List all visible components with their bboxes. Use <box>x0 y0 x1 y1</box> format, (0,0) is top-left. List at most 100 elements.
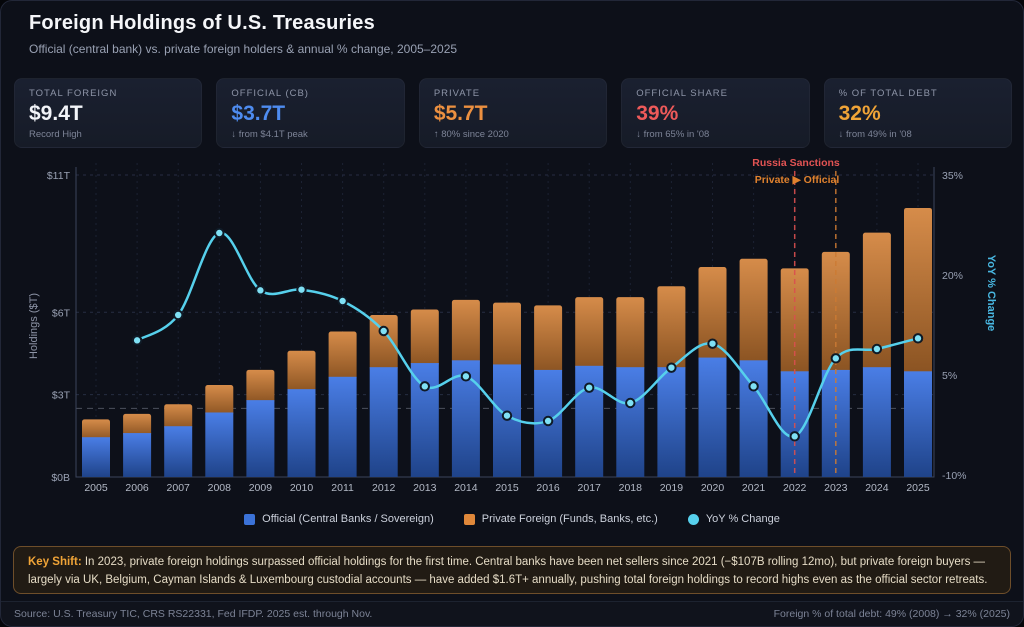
x-tick-2018: 2018 <box>619 482 643 494</box>
bar-private-2010[interactable] <box>287 350 316 393</box>
legend-item-private-foreign-funds-banks-etc[interactable]: Private Foreign (Funds, Banks, etc.) <box>463 513 658 525</box>
bar-private-2023[interactable] <box>821 251 850 373</box>
kpi-label: OFFICIAL (CB) <box>231 88 309 99</box>
kpi-subtext: Record High <box>29 129 82 140</box>
key-shift-text: In 2023, private foreign holdings surpas… <box>28 556 988 586</box>
kpi-value: $3.7T <box>231 102 286 125</box>
annotation-label-2023: Private ▶ Official <box>755 174 840 186</box>
x-tick-2022: 2022 <box>783 482 807 494</box>
legend-item-official-central-banks-sovereign[interactable]: Official (Central Banks / Sovereign) <box>244 513 434 525</box>
bar-private-2018[interactable] <box>616 297 645 371</box>
kpi-subtext: ↑ 80% since 2020 <box>433 129 509 140</box>
yoy-point-2017[interactable] <box>584 382 595 393</box>
yoy-point-2009[interactable] <box>255 285 266 296</box>
chart-legend: Official (Central Banks / Sovereign) Priv… <box>1 513 1023 525</box>
x-tick-2007: 2007 <box>167 482 191 494</box>
x-tick-2016: 2016 <box>536 482 560 494</box>
yoy-point-2008[interactable] <box>214 227 225 239</box>
bar-official-2019[interactable] <box>657 367 686 477</box>
bar-official-2011[interactable] <box>328 376 357 477</box>
yoy-point-2020[interactable] <box>707 338 718 349</box>
bar-official-2008[interactable] <box>205 412 234 477</box>
bar-private-2012[interactable] <box>369 315 398 371</box>
kpi-card-official-share: OFFICIAL SHARE 39% ↓ from 65% in '08 <box>621 78 810 148</box>
bar-official-2010[interactable] <box>287 389 316 477</box>
yoy-point-2021[interactable] <box>748 381 759 392</box>
yoy-point-2023[interactable] <box>830 353 841 364</box>
bar-official-2012[interactable] <box>369 367 398 477</box>
yoy-point-2006[interactable] <box>131 335 143 346</box>
bar-private-2017[interactable] <box>575 297 604 369</box>
legend-item-yoy-change[interactable]: YoY % Change <box>687 513 780 525</box>
kpi-value: 32% <box>838 102 881 125</box>
annotation-label-2022: Russia Sanctions <box>752 157 840 169</box>
bar-private-2014[interactable] <box>451 299 480 364</box>
y2-axis-title: YoY % Change <box>985 255 997 332</box>
yoy-point-2007[interactable] <box>173 309 184 321</box>
kpi-card--of-total-debt: % OF TOTAL DEBT 32% ↓ from 49% in '08 <box>823 78 1013 148</box>
yoy-point-2022[interactable] <box>789 431 800 442</box>
bar-private-2015[interactable] <box>493 302 521 368</box>
yoy-point-2018[interactable] <box>625 397 636 409</box>
yoy-point-2013[interactable] <box>419 381 430 392</box>
legend-swatch <box>244 513 256 525</box>
legend-label: YoY % Change <box>705 513 780 525</box>
legend-label: Private Foreign (Funds, Banks, etc.) <box>481 513 658 525</box>
yoy-point-2012[interactable] <box>378 325 389 337</box>
yoy-point-2015[interactable] <box>501 410 513 421</box>
kpi-label: PRIVATE <box>433 88 481 99</box>
page-title: Foreign Holdings of U.S. Treasuries <box>29 12 375 34</box>
bar-private-2024[interactable] <box>862 232 891 371</box>
key-shift-label: Key Shift: <box>28 556 82 568</box>
y-tick-$11T: $11T <box>47 170 71 182</box>
yoy-point-2016[interactable] <box>542 415 554 427</box>
yoy-point-2010[interactable] <box>296 284 307 295</box>
bar-official-2007[interactable] <box>164 426 193 477</box>
bar-official-2009[interactable] <box>246 400 275 477</box>
yoy-point-2025[interactable] <box>912 333 924 344</box>
bar-private-2022[interactable] <box>780 268 809 375</box>
bar-official-2018[interactable] <box>616 367 645 477</box>
legend-swatch <box>463 513 475 525</box>
y-tick-$6T: $6T <box>52 307 71 319</box>
bar-official-2025[interactable] <box>904 371 932 477</box>
x-tick-2025: 2025 <box>906 482 930 494</box>
kpi-card-private: PRIVATE $5.7T ↑ 80% since 2020 <box>418 78 608 148</box>
x-tick-2024: 2024 <box>865 482 889 494</box>
bar-private-2011[interactable] <box>328 331 357 380</box>
page-subtitle: Official (central bank) vs. private fore… <box>29 42 458 56</box>
kpi-subtext: ↓ from 65% in '08 <box>636 129 710 140</box>
bar-private-2009[interactable] <box>246 369 275 404</box>
bar-private-2008[interactable] <box>205 385 234 416</box>
kpi-value: $5.7T <box>433 102 488 125</box>
bar-official-2013[interactable] <box>410 363 439 477</box>
bar-private-2006[interactable] <box>123 413 152 437</box>
yoy-point-2019[interactable] <box>666 362 677 373</box>
yoy-point-2011[interactable] <box>337 295 348 307</box>
bar-official-2024[interactable] <box>862 367 891 477</box>
legend-swatch <box>687 513 699 525</box>
bar-private-2013[interactable] <box>410 309 439 367</box>
bar-private-2025[interactable] <box>904 207 932 375</box>
bar-official-2005[interactable] <box>82 437 110 477</box>
y-tick-$0B: $0B <box>51 472 70 484</box>
kpi-label: % OF TOTAL DEBT <box>838 88 938 99</box>
bar-official-2020[interactable] <box>698 357 727 477</box>
bar-official-2021[interactable] <box>739 360 768 477</box>
x-tick-2012: 2012 <box>372 482 396 494</box>
bar-private-2007[interactable] <box>164 404 193 430</box>
x-tick-2006: 2006 <box>125 482 149 494</box>
key-shift-callout: Key Shift: In 2023, private foreign hold… <box>13 546 1011 594</box>
bar-private-2021[interactable] <box>739 258 768 364</box>
x-tick-2011: 2011 <box>331 482 354 494</box>
yoy-point-2024[interactable] <box>871 343 883 355</box>
x-tick-2017: 2017 <box>578 482 602 494</box>
yoy-point-2014[interactable] <box>460 371 472 382</box>
bar-official-2006[interactable] <box>123 433 152 477</box>
bar-private-2016[interactable] <box>534 305 563 373</box>
bar-private-2020[interactable] <box>698 266 727 361</box>
x-tick-2014: 2014 <box>454 482 478 494</box>
kpi-card-total-foreign: TOTAL FOREIGN $9.4T Record High <box>14 78 203 148</box>
bar-private-2005[interactable] <box>82 419 110 441</box>
bar-private-2019[interactable] <box>657 286 686 371</box>
